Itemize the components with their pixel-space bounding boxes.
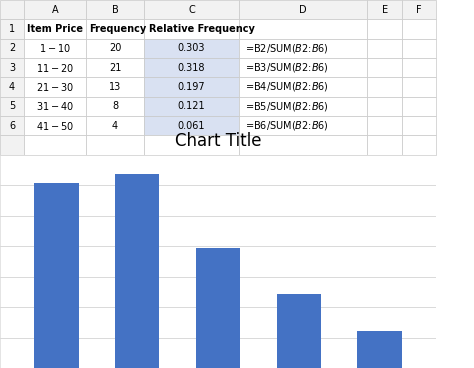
- Bar: [144, 19, 238, 39]
- Text: =B3/SUM($B$2:$B$6): =B3/SUM($B$2:$B$6): [245, 61, 329, 74]
- Text: 8: 8: [112, 101, 118, 111]
- Text: 2: 2: [9, 43, 15, 53]
- Bar: [402, 135, 436, 155]
- Bar: [0, 96, 24, 116]
- Bar: [0, 135, 24, 155]
- Bar: [86, 116, 144, 135]
- Bar: [86, 77, 144, 96]
- Bar: [144, 135, 238, 155]
- Bar: [86, 39, 144, 58]
- Bar: [0, 77, 24, 96]
- Bar: [367, 77, 402, 96]
- Bar: [357, 331, 402, 368]
- Bar: [238, 77, 367, 96]
- Text: 1: 1: [9, 24, 15, 34]
- Bar: [24, 58, 86, 77]
- Bar: [238, 135, 367, 155]
- Bar: [238, 96, 367, 116]
- Text: C: C: [188, 5, 195, 15]
- Bar: [34, 183, 79, 368]
- Bar: [144, 96, 238, 116]
- Text: Frequency: Frequency: [89, 24, 146, 34]
- Bar: [402, 39, 436, 58]
- Bar: [0, 19, 24, 39]
- Text: B: B: [112, 5, 118, 15]
- Text: A: A: [52, 5, 58, 15]
- Bar: [24, 116, 86, 135]
- Text: 3: 3: [9, 63, 15, 72]
- Text: F: F: [416, 5, 422, 15]
- Bar: [367, 116, 402, 135]
- Bar: [402, 58, 436, 77]
- Text: $41 - $50: $41 - $50: [36, 120, 74, 132]
- Bar: [0, 116, 24, 135]
- Bar: [367, 19, 402, 39]
- Text: $1 - $10: $1 - $10: [39, 42, 71, 54]
- Bar: [238, 0, 367, 19]
- Bar: [196, 248, 240, 368]
- Bar: [86, 96, 144, 116]
- Title: Chart Title: Chart Title: [175, 132, 261, 150]
- Bar: [367, 39, 402, 58]
- Text: $11 - $20: $11 - $20: [36, 61, 74, 74]
- Text: 0.061: 0.061: [178, 121, 205, 131]
- Text: 21: 21: [109, 63, 121, 72]
- Bar: [24, 39, 86, 58]
- Bar: [24, 96, 86, 116]
- Bar: [402, 0, 436, 19]
- Bar: [115, 174, 159, 368]
- Bar: [402, 19, 436, 39]
- Bar: [144, 58, 238, 77]
- Bar: [86, 135, 144, 155]
- Bar: [24, 135, 86, 155]
- Text: 5: 5: [9, 101, 15, 111]
- Text: 0.197: 0.197: [178, 82, 205, 92]
- Bar: [86, 58, 144, 77]
- Text: $31 - $40: $31 - $40: [36, 100, 74, 112]
- Bar: [0, 39, 24, 58]
- Bar: [238, 116, 367, 135]
- Bar: [24, 0, 86, 19]
- Bar: [24, 19, 86, 39]
- Text: E: E: [382, 5, 388, 15]
- Bar: [402, 116, 436, 135]
- Bar: [24, 77, 86, 96]
- Text: Relative Frequency: Relative Frequency: [149, 24, 255, 34]
- Bar: [367, 96, 402, 116]
- Bar: [367, 58, 402, 77]
- Text: 4: 4: [112, 121, 118, 131]
- Text: 0.318: 0.318: [178, 63, 205, 72]
- Bar: [238, 39, 367, 58]
- Bar: [144, 0, 238, 19]
- Text: 20: 20: [109, 43, 121, 53]
- Text: D: D: [299, 5, 307, 15]
- Text: =B4/SUM($B$2:$B$6): =B4/SUM($B$2:$B$6): [245, 81, 329, 93]
- Bar: [86, 19, 144, 39]
- Bar: [144, 116, 238, 135]
- Bar: [238, 19, 367, 39]
- Text: 4: 4: [9, 82, 15, 92]
- Text: =B6/SUM($B$2:$B$6): =B6/SUM($B$2:$B$6): [245, 119, 329, 132]
- Bar: [144, 39, 238, 58]
- Text: =B2/SUM($B$2:$B$6): =B2/SUM($B$2:$B$6): [245, 42, 329, 55]
- Bar: [0, 19, 24, 39]
- Bar: [367, 0, 402, 19]
- Text: 0.303: 0.303: [178, 43, 205, 53]
- Text: 13: 13: [109, 82, 121, 92]
- Text: 0.121: 0.121: [178, 101, 205, 111]
- Bar: [402, 96, 436, 116]
- Bar: [0, 58, 24, 77]
- Text: Item Price: Item Price: [27, 24, 83, 34]
- Bar: [367, 135, 402, 155]
- Bar: [402, 77, 436, 96]
- Bar: [0, 0, 24, 19]
- Bar: [277, 294, 321, 368]
- Text: =B5/SUM($B$2:$B$6): =B5/SUM($B$2:$B$6): [245, 100, 329, 113]
- Text: $21 - $30: $21 - $30: [36, 81, 74, 93]
- Text: 6: 6: [9, 121, 15, 131]
- Bar: [238, 58, 367, 77]
- Bar: [144, 77, 238, 96]
- Bar: [86, 0, 144, 19]
